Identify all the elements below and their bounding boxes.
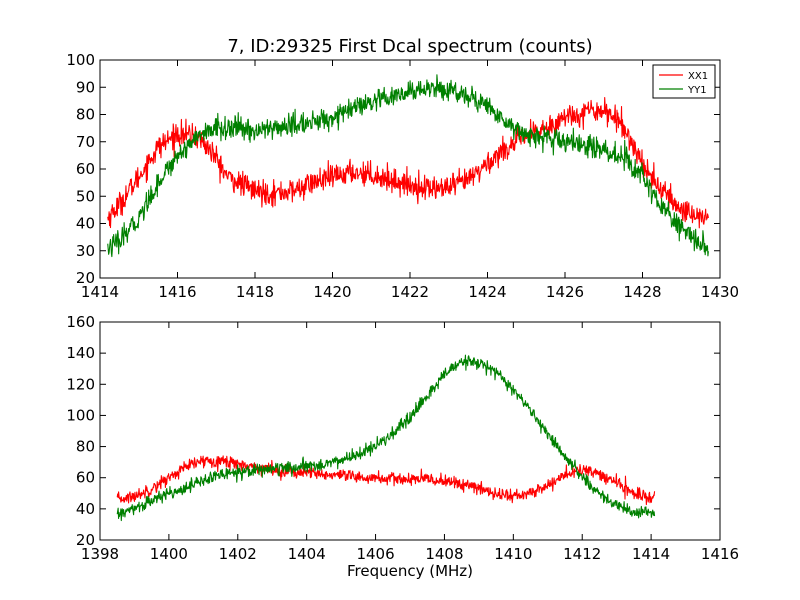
x-tick-label: 1412 [563, 545, 601, 563]
x-tick-label: 1426 [546, 283, 584, 301]
series-line-yy1 [107, 74, 709, 258]
x-tick-label: 1414 [81, 283, 119, 301]
x-tick-label: 1422 [391, 283, 429, 301]
lower-spectrum-panel: 1398 1400 1402 1404 1406 1408 1410 1412 1414 1416… [66, 313, 739, 563]
y-tick-label: 100 [66, 51, 95, 69]
y-tick-label: 40 [76, 215, 95, 233]
series-line-xx1 [116, 455, 656, 506]
x-tick-label: 1428 [623, 283, 661, 301]
y-tick-label: 140 [66, 344, 95, 362]
x-tick-label: 1414 [632, 545, 670, 563]
y-tick-label: 80 [76, 438, 95, 456]
y-tick-label: 90 [76, 78, 95, 96]
legend-box [652, 64, 716, 99]
x-tick-label: 1400 [150, 545, 188, 563]
y-tick-label: 40 [76, 500, 95, 518]
x-tick-label: 1416 [158, 283, 196, 301]
series-line-xx1 [107, 97, 709, 229]
x-tick-label: 1408 [425, 545, 463, 563]
y-tick-label: 70 [76, 133, 95, 151]
y-tick-label: 120 [66, 375, 95, 393]
x-tick-label: 1430 [701, 283, 739, 301]
x-tick-label: 1418 [236, 283, 274, 301]
x-tick-label: 1402 [219, 545, 257, 563]
plot-frame [99, 59, 721, 279]
x-tick-label: 1406 [356, 545, 394, 563]
x-tick-label: 1420 [313, 283, 351, 301]
x-tick-label: 1404 [288, 545, 326, 563]
y-tick-label: 30 [76, 242, 95, 260]
y-tick-label: 60 [76, 160, 95, 178]
x-tick-label: 1416 [701, 545, 739, 563]
figure-title: 7, ID:29325 First Dcal spectrum (counts) [227, 36, 592, 57]
y-tick-label: 100 [66, 406, 95, 424]
x-axis-label: Frequency (MHz) [347, 562, 473, 580]
y-tick-label: 20 [76, 531, 95, 549]
legend-label-yy1: YY1 [687, 85, 707, 96]
x-tick-label: 1424 [468, 283, 506, 301]
legend-label-xx1: XX1 [688, 71, 708, 82]
upper-spectrum-panel: 1414 1416 1418 1420 1422 1424 1426 1428 1430 20 30… [66, 51, 739, 301]
series-line-yy1 [116, 354, 656, 522]
plot-frame [99, 321, 721, 541]
x-tick-label: 1398 [81, 545, 119, 563]
y-tick-label: 50 [76, 187, 95, 205]
y-tick-label: 20 [76, 269, 95, 287]
y-tick-label: 60 [76, 469, 95, 487]
y-tick-label: 160 [66, 313, 95, 331]
x-tick-label: 1410 [494, 545, 532, 563]
y-tick-label: 80 [76, 106, 95, 124]
